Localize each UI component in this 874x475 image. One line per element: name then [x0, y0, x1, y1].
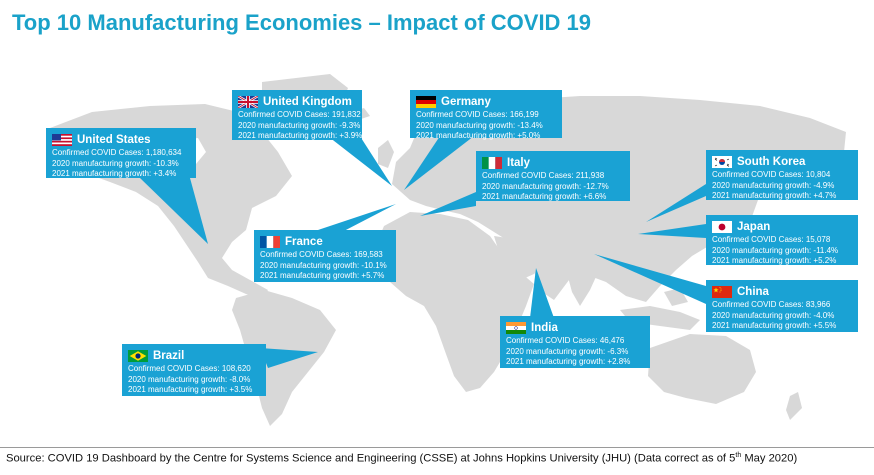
card-united-states: United States Confirmed COVID Cases: 1,1…	[46, 128, 196, 178]
card-italy: Italy Confirmed COVID Cases: 211,938 202…	[476, 151, 630, 201]
japan-flag-icon	[712, 221, 732, 233]
india-landmass	[564, 260, 600, 306]
growth-2020-line: 2020 manufacturing growth: -6.3%	[506, 346, 629, 356]
pointer-in	[530, 268, 554, 318]
pointer-br	[260, 348, 318, 368]
growth-2021-line: 2021 manufacturing growth: +5.5%	[712, 321, 837, 330]
growth-2020-line: 2020 manufacturing growth: -10.1%	[260, 260, 387, 270]
france-flag-icon	[260, 236, 280, 248]
growth-2020-line: 2020 manufacturing growth: -11.4%	[712, 245, 839, 255]
china-flag-icon	[712, 286, 732, 298]
cases-line: Confirmed COVID Cases: 46,476	[506, 336, 625, 345]
pointer-jp	[638, 224, 706, 238]
growth-2021-line: 2021 manufacturing growth: +6.6%	[482, 192, 607, 201]
source-note: Source: COVID 19 Dashboard by the Centre…	[6, 452, 798, 465]
growth-2021-line: 2021 manufacturing growth: +3.9%	[238, 131, 363, 140]
pointer-kr	[646, 184, 706, 222]
country-name: Japan	[737, 221, 771, 233]
card-united-kingdom: United Kingdom Confirmed COVID Cases: 19…	[232, 90, 362, 140]
cases-line: Confirmed COVID Cases: 211,938	[482, 171, 605, 180]
pointer-it	[420, 192, 476, 216]
card-china: China Confirmed COVID Cases: 83,966 2020…	[706, 280, 858, 332]
india-flag-icon	[506, 322, 526, 334]
country-name: South Korea	[737, 156, 806, 168]
growth-2021-line: 2021 manufacturing growth: +5.0%	[416, 131, 541, 140]
country-name: France	[285, 236, 323, 248]
growth-2020-line: 2020 manufacturing growth: -4.9%	[712, 180, 835, 190]
cases-line: Confirmed COVID Cases: 83,966	[712, 300, 831, 309]
cases-line: Confirmed COVID Cases: 191,832	[238, 110, 361, 119]
cases-line: Confirmed COVID Cases: 169,583	[260, 250, 383, 259]
arabia-landmass	[494, 236, 540, 282]
card-germany: Germany Confirmed COVID Cases: 166,199 2…	[410, 90, 562, 140]
growth-2020-line: 2020 manufacturing growth: -10.3%	[52, 158, 179, 168]
country-name: India	[531, 322, 558, 334]
us-flag-icon	[52, 134, 72, 146]
italy-flag-icon	[482, 157, 502, 169]
indonesia-landmass	[620, 306, 700, 330]
pointer-fr	[312, 204, 396, 232]
footer-divider	[0, 447, 874, 448]
cases-line: Confirmed COVID Cases: 15,078	[712, 235, 831, 244]
brazil-flag-icon	[128, 350, 148, 362]
page-title: Top 10 Manufacturing Economies – Impact …	[12, 10, 592, 35]
growth-2021-line: 2021 manufacturing growth: +5.7%	[260, 271, 385, 280]
cases-line: Confirmed COVID Cases: 10,804	[712, 170, 831, 179]
new-zealand-landmass	[786, 392, 802, 420]
cases-line: Confirmed COVID Cases: 166,199	[416, 110, 539, 119]
south-korea-flag-icon	[712, 156, 732, 168]
country-name: United States	[77, 134, 151, 146]
country-name: Germany	[441, 96, 491, 108]
cases-line: Confirmed COVID Cases: 1,180,634	[52, 148, 182, 157]
country-name: United Kingdom	[263, 96, 352, 108]
growth-2020-line: 2020 manufacturing growth: -8.0%	[128, 374, 251, 384]
africa-landmass	[378, 212, 534, 392]
growth-2020-line: 2020 manufacturing growth: -4.0%	[712, 310, 835, 320]
growth-2021-line: 2021 manufacturing growth: +2.8%	[506, 357, 631, 366]
pointer-uk	[320, 130, 392, 186]
growth-2020-line: 2020 manufacturing growth: -13.4%	[416, 120, 543, 130]
growth-2020-line: 2020 manufacturing growth: -12.7%	[482, 181, 609, 191]
country-name: China	[737, 286, 769, 298]
pointer-de	[404, 136, 474, 190]
growth-2021-line: 2021 manufacturing growth: +5.2%	[712, 256, 837, 265]
growth-2021-line: 2021 manufacturing growth: +3.4%	[52, 169, 177, 178]
card-france: France Confirmed COVID Cases: 169,583 20…	[254, 230, 396, 282]
card-india: India Confirmed COVID Cases: 46,476 2020…	[500, 316, 650, 368]
callout-pointers	[140, 130, 706, 368]
growth-2021-line: 2021 manufacturing growth: +3.5%	[128, 385, 253, 394]
australia-landmass	[648, 334, 756, 404]
pointer-cn	[594, 254, 706, 304]
country-name: Brazil	[153, 350, 185, 362]
growth-2020-line: 2020 manufacturing growth: -9.3%	[238, 120, 361, 130]
uk-flag-icon	[238, 96, 258, 108]
growth-2021-line: 2021 manufacturing growth: +4.7%	[712, 191, 837, 200]
card-brazil: Brazil Confirmed COVID Cases: 108,620 20…	[122, 344, 266, 396]
pointer-us	[140, 178, 208, 244]
card-japan: Japan Confirmed COVID Cases: 15,078 2020…	[706, 215, 858, 265]
british-isles-landmass	[378, 140, 394, 168]
cases-line: Confirmed COVID Cases: 108,620	[128, 364, 251, 373]
card-south-korea: South Korea Confirmed COVID Cases: 10,80…	[706, 150, 858, 200]
germany-flag-icon	[416, 96, 436, 108]
country-name: Italy	[507, 157, 531, 169]
